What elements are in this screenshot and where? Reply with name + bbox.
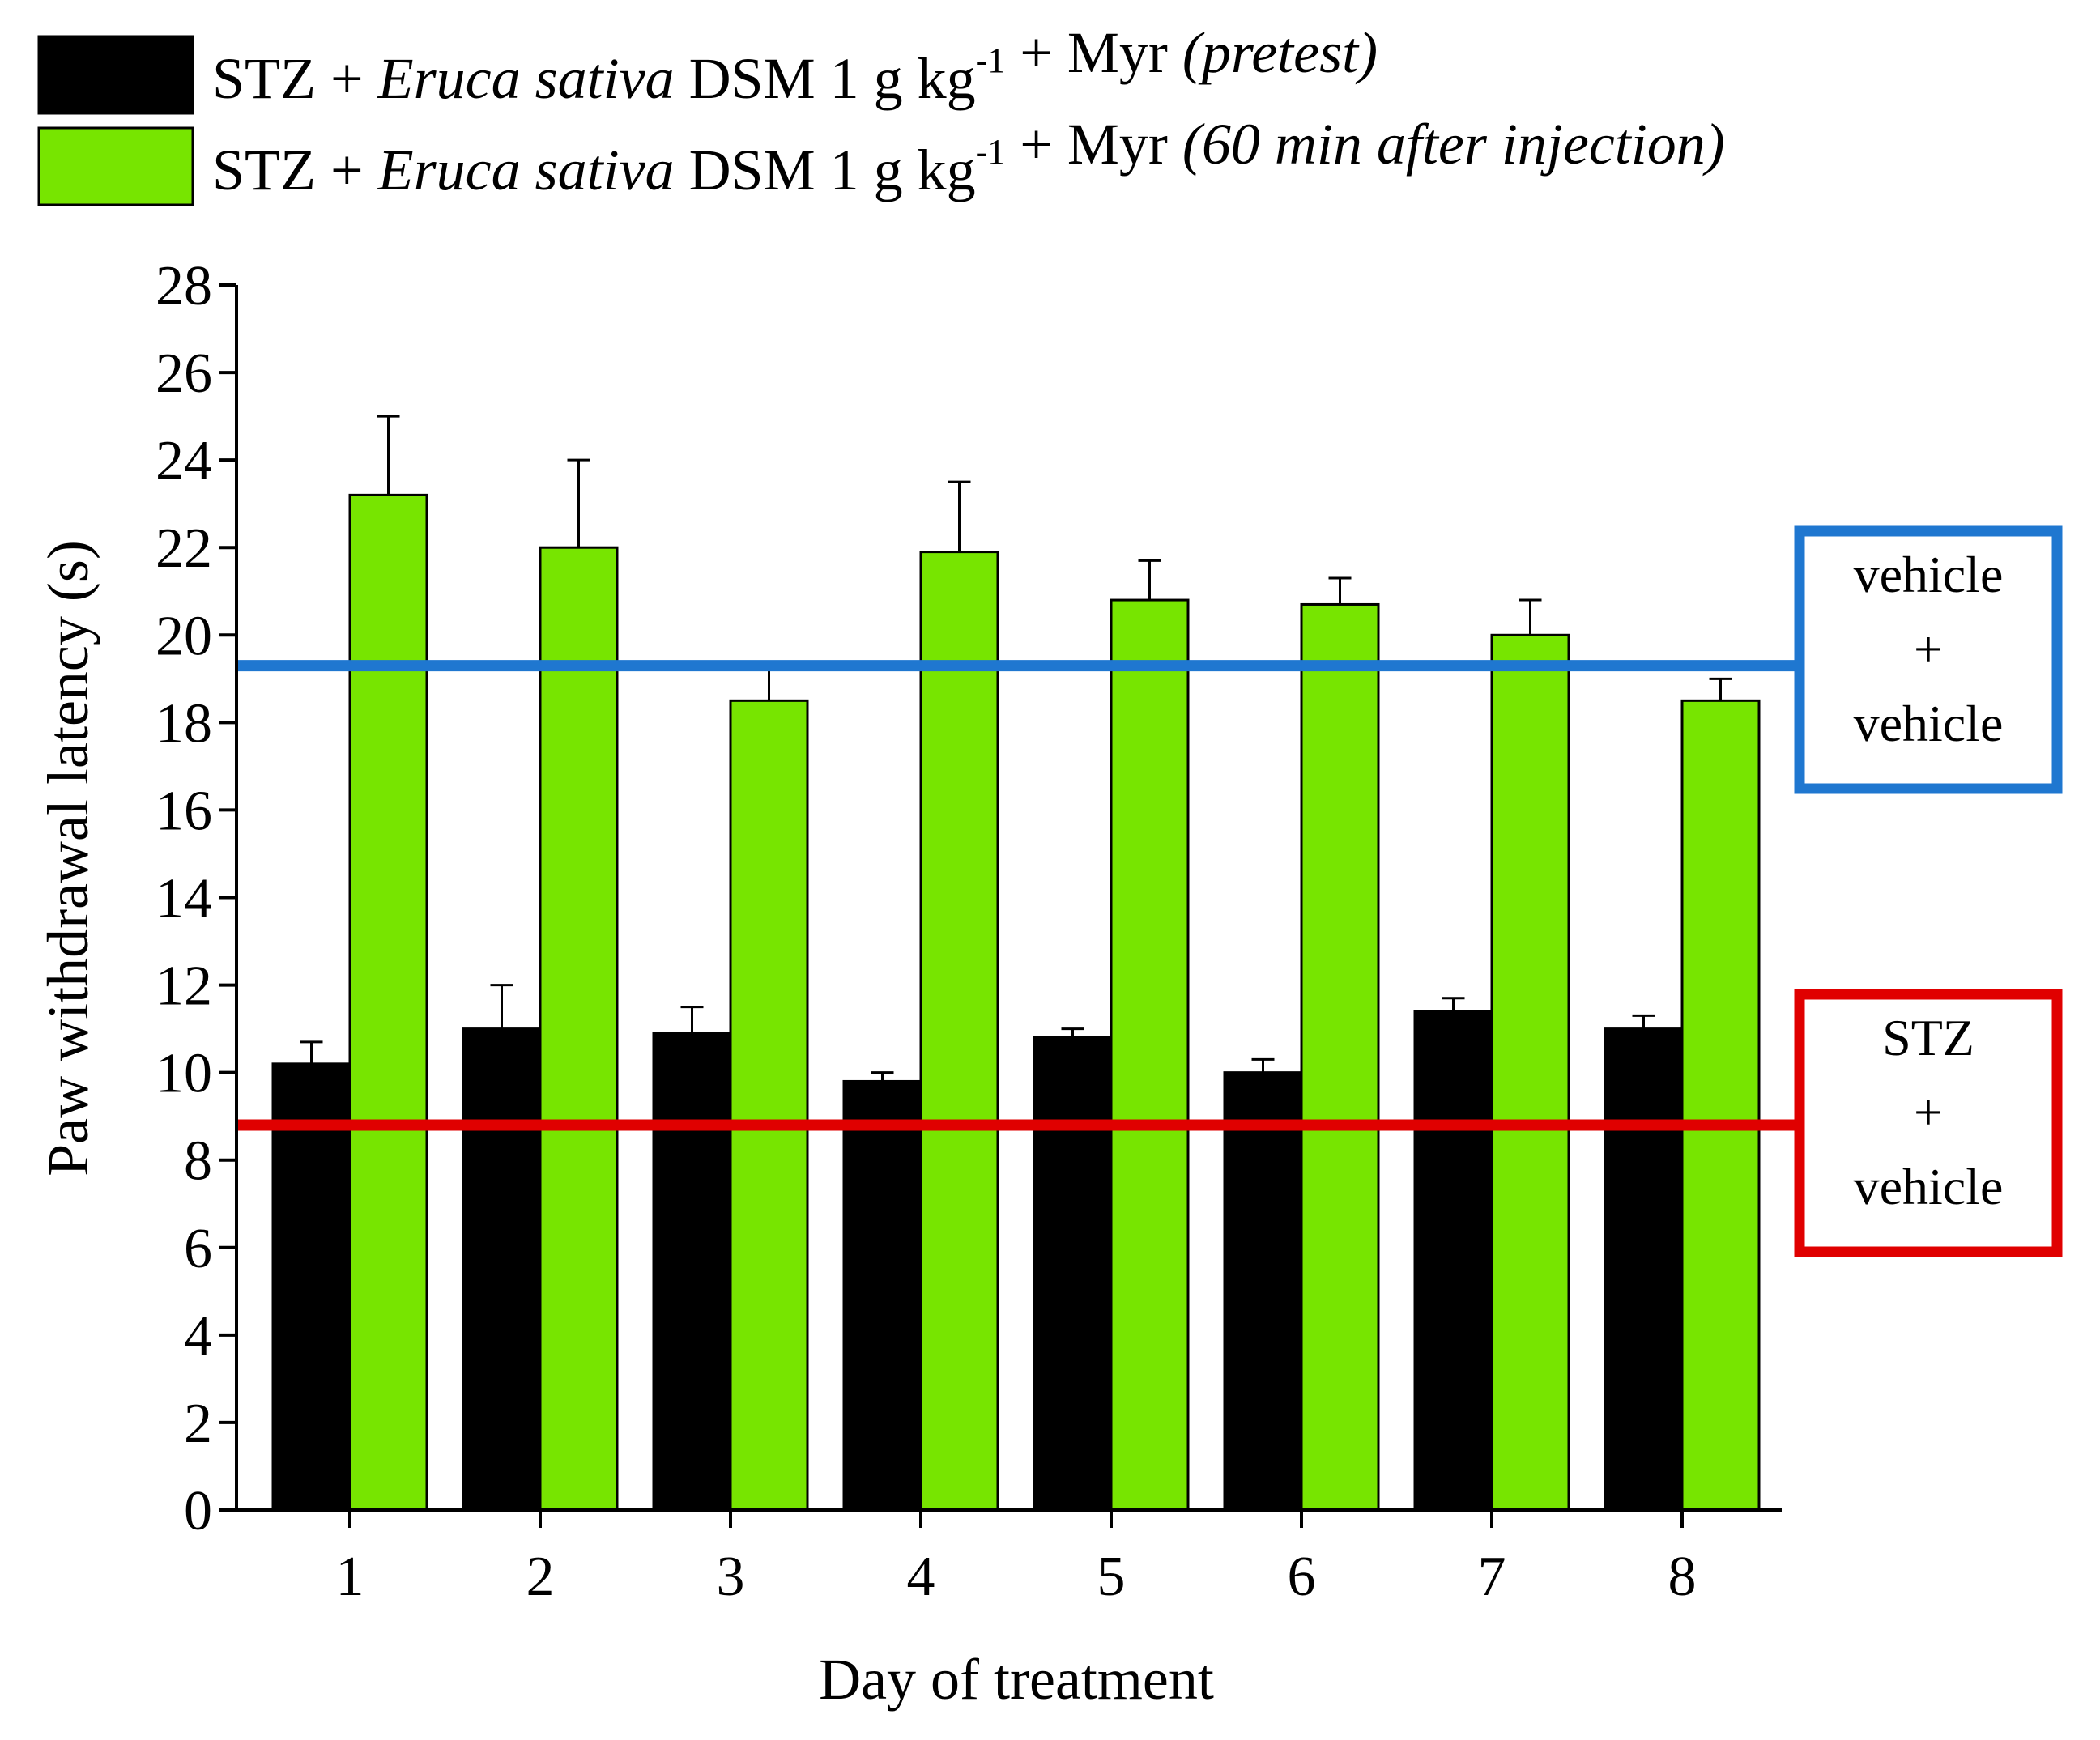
bar-series-2-day-1 — [348, 493, 428, 1512]
bar-series-2-day-7 — [1490, 633, 1570, 1512]
x-tick-label-1: 1 — [336, 1546, 364, 1608]
error-bar-series-2-day-8 — [1709, 677, 1732, 701]
legend-swatch — [37, 35, 194, 115]
y-tick-label-14: 14 — [155, 868, 212, 930]
legend-item-2: STZ + Eruca sativa DSM 1 g kg-1 + Myr (6… — [37, 112, 1725, 206]
bar-series-1-day-4 — [842, 1079, 922, 1512]
error-bar-series-1-day-7 — [1442, 997, 1465, 1011]
error-bar-series-1-day-8 — [1632, 1014, 1655, 1029]
y-tick-label-24: 24 — [155, 430, 212, 492]
reference-label-box — [1794, 525, 2063, 794]
error-bar-series-2-day-1 — [377, 415, 400, 496]
error-bar-series-1-day-4 — [871, 1071, 894, 1082]
reference-label-line: + — [1914, 1083, 1943, 1141]
y-tick-label-2: 2 — [184, 1393, 212, 1455]
error-bar-series-2-day-6 — [1328, 576, 1352, 605]
reference-line-1: vehicle + vehicle — [236, 525, 2063, 794]
error-bar-series-1-day-1 — [300, 1040, 323, 1064]
reference-label-line: vehicle — [1854, 695, 2004, 752]
x-tick-label-2: 2 — [526, 1546, 555, 1608]
x-tick-label-4: 4 — [907, 1546, 935, 1608]
bar-series-1-day-5 — [1033, 1036, 1113, 1512]
y-tick-label-22: 22 — [155, 517, 212, 580]
bar-series-2-day-5 — [1110, 598, 1190, 1512]
error-bar-series-1-day-2 — [490, 984, 513, 1029]
y-tick-label-28: 28 — [155, 255, 212, 317]
y-tick-label-4: 4 — [184, 1305, 212, 1368]
x-tick-label-8: 8 — [1668, 1546, 1697, 1608]
reference-label-line: STZ — [1882, 1009, 1974, 1066]
legend-label: STZ + Eruca sativa DSM 1 g kg-1 + Myr (p… — [212, 20, 1378, 111]
reference-label-box — [1794, 989, 2063, 1257]
reference-label-line: vehicle — [1854, 1158, 2004, 1215]
legend-label: STZ + Eruca sativa DSM 1 g kg-1 + Myr (6… — [212, 112, 1725, 202]
error-bar-series-1-day-6 — [1251, 1057, 1275, 1073]
bar-series-2-day-8 — [1680, 699, 1761, 1512]
y-tick-label-12: 12 — [155, 955, 212, 1018]
y-tick-label-20: 20 — [155, 605, 212, 667]
x-tick-label-5: 5 — [1097, 1546, 1126, 1608]
y-tick-label-26: 26 — [155, 342, 212, 405]
error-bar-series-2-day-3 — [757, 669, 781, 701]
bar-series-1-day-3 — [652, 1032, 732, 1512]
y-tick-label-0: 0 — [184, 1480, 212, 1542]
x-tick-label-3: 3 — [717, 1546, 745, 1608]
reference-label-line: + — [1914, 620, 1943, 678]
y-axis-title: Paw withdrawal latency (s) — [36, 540, 100, 1176]
error-bar-series-1-day-5 — [1061, 1027, 1084, 1038]
x-axis-title: Day of treatment — [819, 1647, 1214, 1712]
x-tick-label-7: 7 — [1478, 1546, 1506, 1608]
bar-series-1-day-7 — [1413, 1010, 1493, 1512]
error-bar-series-1-day-3 — [680, 1006, 704, 1034]
bar-series-2-day-4 — [919, 551, 999, 1512]
y-tick-label-6: 6 — [184, 1218, 212, 1280]
y-tick-label-8: 8 — [184, 1130, 212, 1193]
error-bar-series-2-day-2 — [567, 458, 590, 548]
reference-line-2: STZ + vehicle — [236, 989, 2063, 1257]
error-bars-layer — [300, 415, 1732, 1082]
x-tick-label-6: 6 — [1288, 1546, 1316, 1608]
bar-series-2-day-6 — [1300, 602, 1380, 1512]
y-tick-label-10: 10 — [155, 1043, 212, 1105]
reference-lines-layer: vehicle + vehicle STZ + vehicle — [236, 525, 2063, 1257]
y-tick-label-16: 16 — [155, 780, 212, 842]
bars-layer — [271, 493, 1761, 1512]
reference-label-line: vehicle — [1854, 546, 2004, 603]
legend: STZ + Eruca sativa DSM 1 g kg-1 + Myr (p… — [37, 20, 1725, 206]
bar-series-2-day-2 — [539, 546, 619, 1512]
bar-series-1-day-1 — [271, 1062, 351, 1512]
bar-series-2-day-3 — [729, 699, 809, 1512]
legend-item-1: STZ + Eruca sativa DSM 1 g kg-1 + Myr (p… — [37, 20, 1378, 115]
legend-swatch — [37, 126, 194, 206]
error-bar-series-2-day-7 — [1519, 598, 1542, 636]
error-bar-series-2-day-4 — [948, 480, 971, 552]
y-tick-label-18: 18 — [155, 692, 212, 755]
bar-series-1-day-2 — [462, 1027, 542, 1512]
bar-series-1-day-8 — [1604, 1027, 1684, 1512]
bar-series-1-day-6 — [1223, 1071, 1303, 1512]
error-bar-series-2-day-5 — [1138, 559, 1161, 601]
